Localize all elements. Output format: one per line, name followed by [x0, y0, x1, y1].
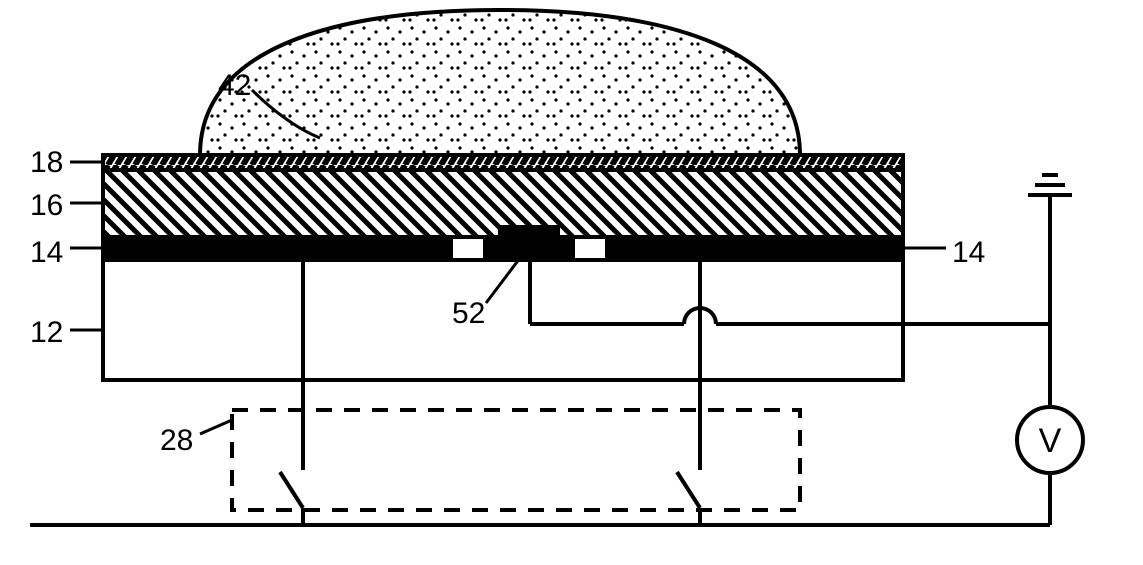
- layer-top-thin: [103, 155, 903, 170]
- label-14-left: 14: [30, 236, 63, 269]
- ground-symbol: [1028, 175, 1072, 324]
- switch-left: [280, 472, 303, 525]
- label-16: 16: [30, 189, 63, 222]
- label-28: 28: [160, 424, 193, 457]
- switch-right: [677, 472, 700, 525]
- center-pad: [498, 225, 560, 252]
- label-52: 52: [452, 297, 485, 330]
- label-12: 12: [30, 316, 63, 349]
- label-v: V: [1039, 422, 1062, 460]
- switch-block: [232, 410, 800, 510]
- leader-28: [200, 420, 232, 434]
- label-42: 42: [218, 69, 251, 102]
- substrate: [103, 260, 903, 380]
- label-18: 18: [30, 146, 63, 179]
- droplet-shape: [200, 10, 800, 155]
- label-14-right: 14: [952, 236, 985, 269]
